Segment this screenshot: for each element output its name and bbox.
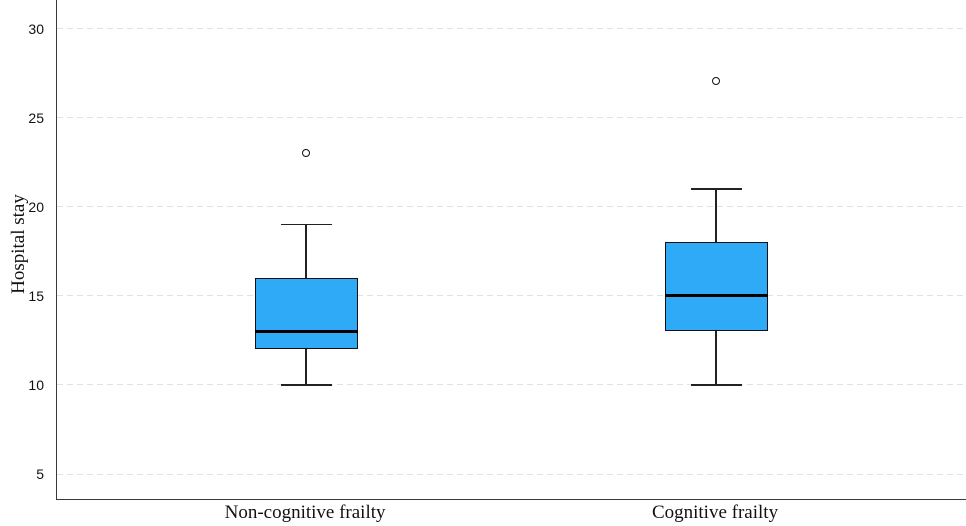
median-line	[664, 294, 768, 298]
y-tick-label: 25	[28, 109, 44, 126]
y-axis-tick-labels: 5 10 15 20 25 30	[0, 0, 44, 526]
whisker-upper-cap	[280, 223, 332, 226]
x-axis-tick-labels: Non-cognitive frailty Cognitive frailty	[0, 501, 966, 526]
plot-area	[56, 0, 966, 500]
outlier-point	[711, 77, 720, 86]
x-tick-label: Non-cognitive frailty	[224, 502, 386, 523]
gridline	[57, 295, 966, 297]
box-iqr	[254, 278, 358, 350]
whisker-lower-stem	[715, 331, 717, 385]
gridline	[57, 473, 966, 475]
gridline	[57, 206, 966, 208]
whisker-lower-stem	[305, 349, 307, 385]
whisker-lower-cap	[280, 384, 332, 386]
median-line	[254, 329, 358, 333]
y-tick-label: 30	[28, 20, 44, 37]
y-tick-label: 5	[36, 466, 44, 483]
y-tick-label: 10	[28, 376, 44, 393]
whisker-upper-cap	[690, 188, 742, 190]
whisker-upper-stem	[305, 224, 307, 278]
x-tick-label: Cognitive frailty	[651, 502, 779, 523]
whisker-upper-stem	[715, 188, 717, 243]
gridline	[57, 117, 966, 119]
gridline	[57, 28, 966, 29]
gridline	[57, 384, 966, 386]
box-iqr	[664, 242, 768, 332]
y-tick-label: 15	[28, 287, 44, 304]
whisker-lower-cap	[690, 384, 742, 386]
y-tick-label: 20	[28, 198, 44, 215]
outlier-point	[301, 148, 310, 157]
